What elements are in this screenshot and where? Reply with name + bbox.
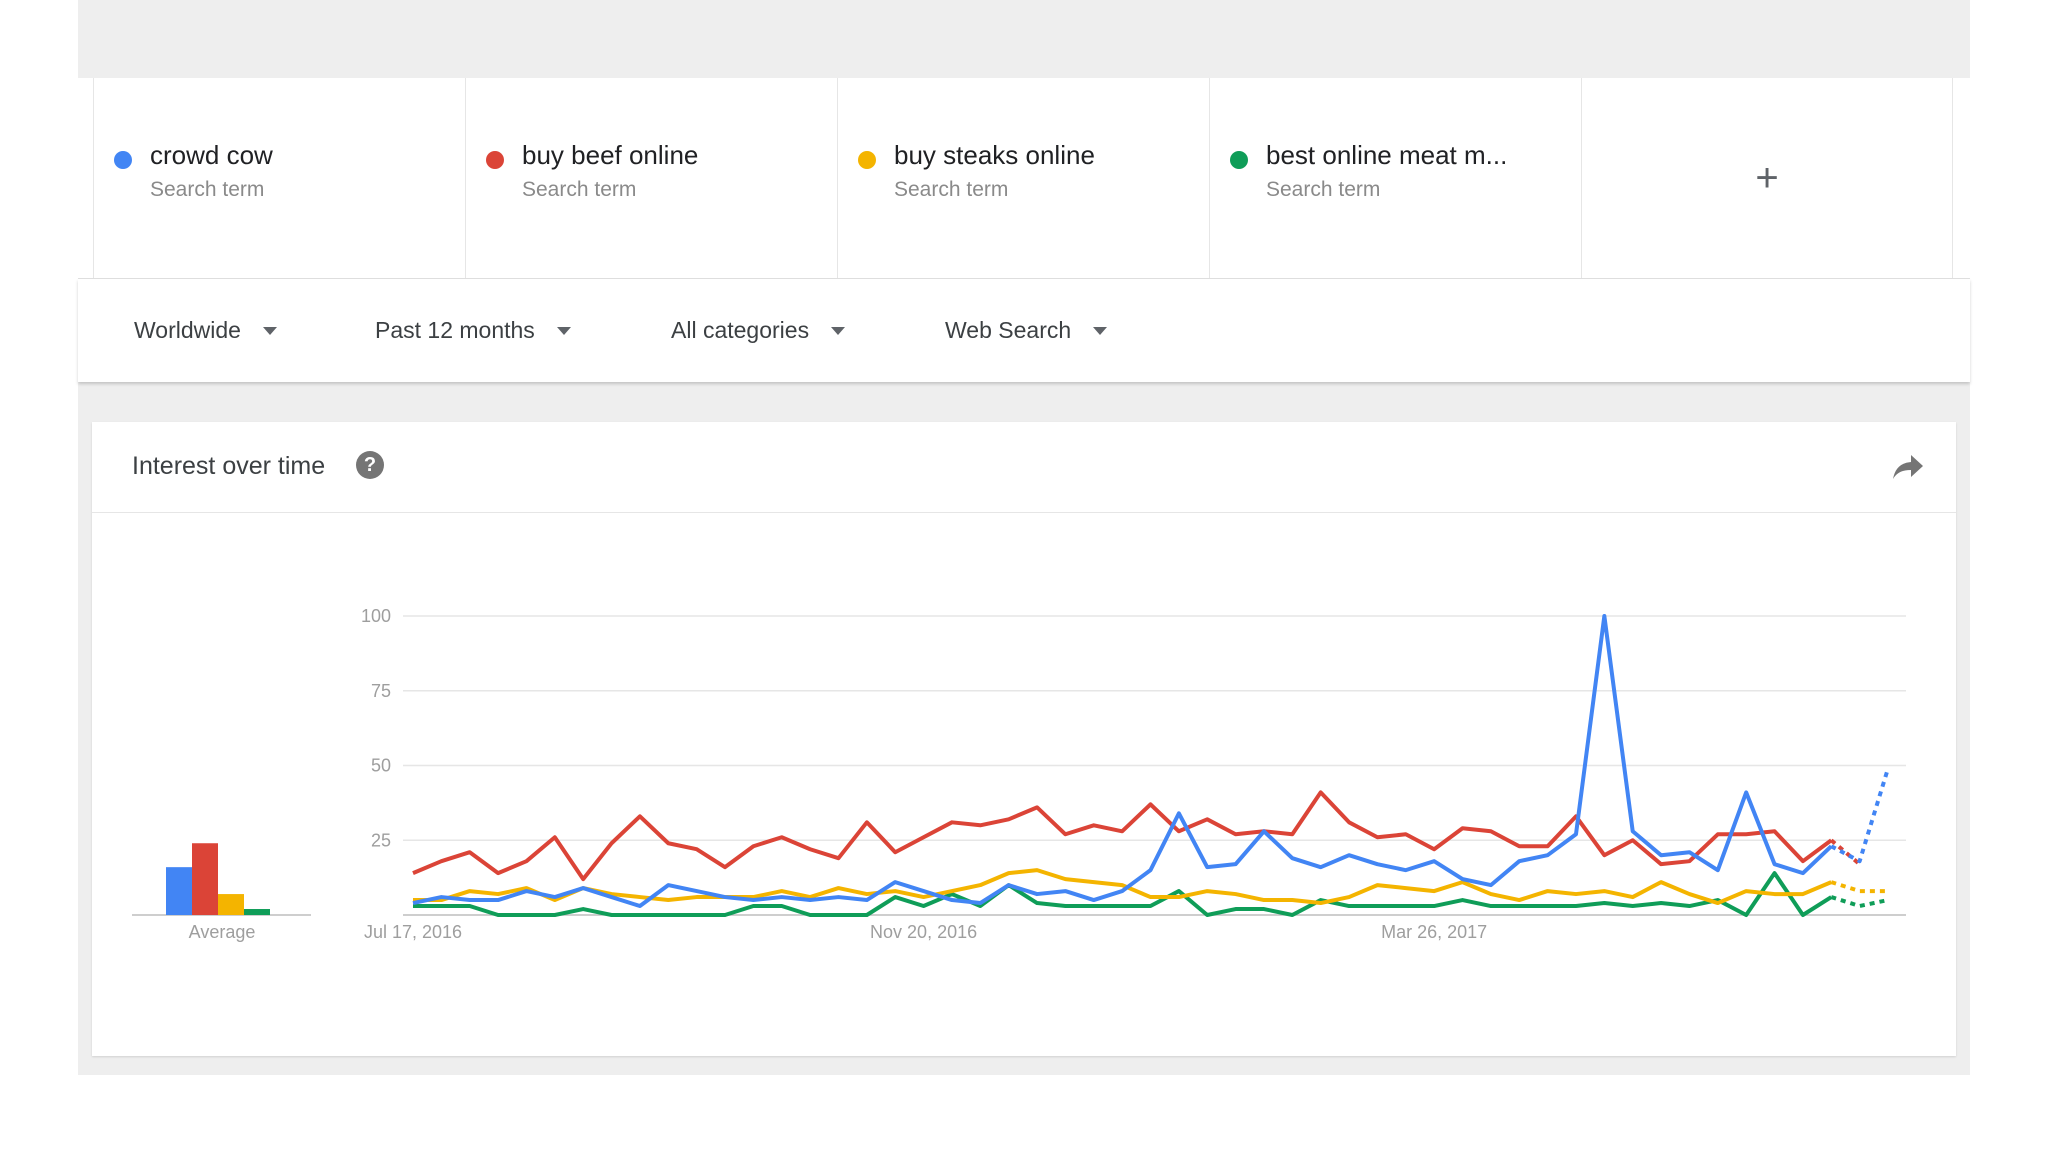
time-range-label: Past 12 months [375, 317, 535, 343]
add-term-button[interactable]: + [1755, 155, 1779, 200]
region-label: Worldwide [134, 317, 241, 343]
question-mark-icon[interactable]: ? [356, 451, 384, 479]
series-line [412, 614, 1833, 909]
term-type-label: Search term [522, 178, 637, 201]
x-tick-label: Mar 26, 2017 [1381, 922, 1487, 942]
card-title: Interest over time [132, 452, 326, 480]
search-type-dropdown[interactable]: Web Search [945, 279, 1108, 382]
search-terms-row: crowd cow Search term buy beef online Se… [93, 78, 1955, 278]
category-label: All categories [671, 317, 810, 343]
y-tick-label: 25 [371, 830, 391, 850]
term-name[interactable]: buy beef online [522, 140, 699, 170]
card-header: Interest over time ? [92, 422, 1956, 513]
series-line [412, 790, 1833, 882]
series-line [413, 868, 1833, 906]
series-partial-line [1830, 895, 1889, 909]
term-color-dot [486, 151, 504, 169]
search-terms-panel: crowd cow Search term buy beef online Se… [78, 78, 1970, 279]
average-label: Average [189, 922, 256, 942]
y-tick-label: 100 [361, 606, 391, 626]
series-partial-line [1830, 767, 1890, 864]
y-tick-label: 50 [371, 756, 391, 776]
category-dropdown[interactable]: All categories [671, 279, 846, 382]
term-color-dot [1230, 151, 1248, 169]
y-tick-label: 75 [371, 681, 391, 701]
search-term-card[interactable]: best online meat m... Search term [1209, 78, 1581, 278]
filter-bar: Worldwide Past 12 months All categories … [78, 279, 1970, 382]
term-type-label: Search term [894, 178, 1009, 201]
dropdown-caret-icon [1093, 326, 1108, 335]
term-color-dot [858, 151, 876, 169]
search-type-label: Web Search [945, 317, 1072, 343]
term-name[interactable]: buy steaks online [894, 140, 1095, 170]
x-tick-label: Jul 17, 2016 [364, 922, 462, 942]
interest-chart: 100 75 50 25 Average Jul 17, 2016 Nov 20, 2016… [132, 606, 1906, 942]
search-term-card[interactable]: buy steaks online Search term [837, 78, 1209, 278]
add-comparison-card[interactable]: + [1581, 78, 1953, 278]
series-partial-line [1830, 880, 1888, 894]
x-tick-label: Nov 20, 2016 [870, 922, 977, 942]
average-bar [192, 843, 218, 915]
share-arrow-icon[interactable] [1892, 452, 1924, 482]
dropdown-caret-icon [831, 326, 846, 335]
dropdown-caret-icon [262, 326, 277, 335]
search-term-card[interactable]: crowd cow Search term [93, 78, 465, 278]
average-bar [218, 894, 244, 915]
dropdown-caret-icon [556, 326, 571, 335]
term-name[interactable]: best online meat m... [1266, 140, 1508, 170]
term-name[interactable]: crowd cow [150, 140, 273, 170]
average-bar [166, 867, 192, 915]
region-dropdown[interactable]: Worldwide [134, 279, 277, 382]
search-term-card[interactable]: buy beef online Search term [465, 78, 837, 278]
term-type-label: Search term [150, 178, 265, 201]
term-color-dot [114, 151, 132, 169]
average-bar [244, 909, 270, 915]
time-range-dropdown[interactable]: Past 12 months [375, 279, 571, 382]
series-partial-line [1829, 838, 1861, 866]
term-type-label: Search term [1266, 178, 1381, 201]
series-line [413, 871, 1833, 917]
interest-over-time-card: Interest over time ? 100 75 50 25 Average Jul… [92, 422, 1956, 1056]
